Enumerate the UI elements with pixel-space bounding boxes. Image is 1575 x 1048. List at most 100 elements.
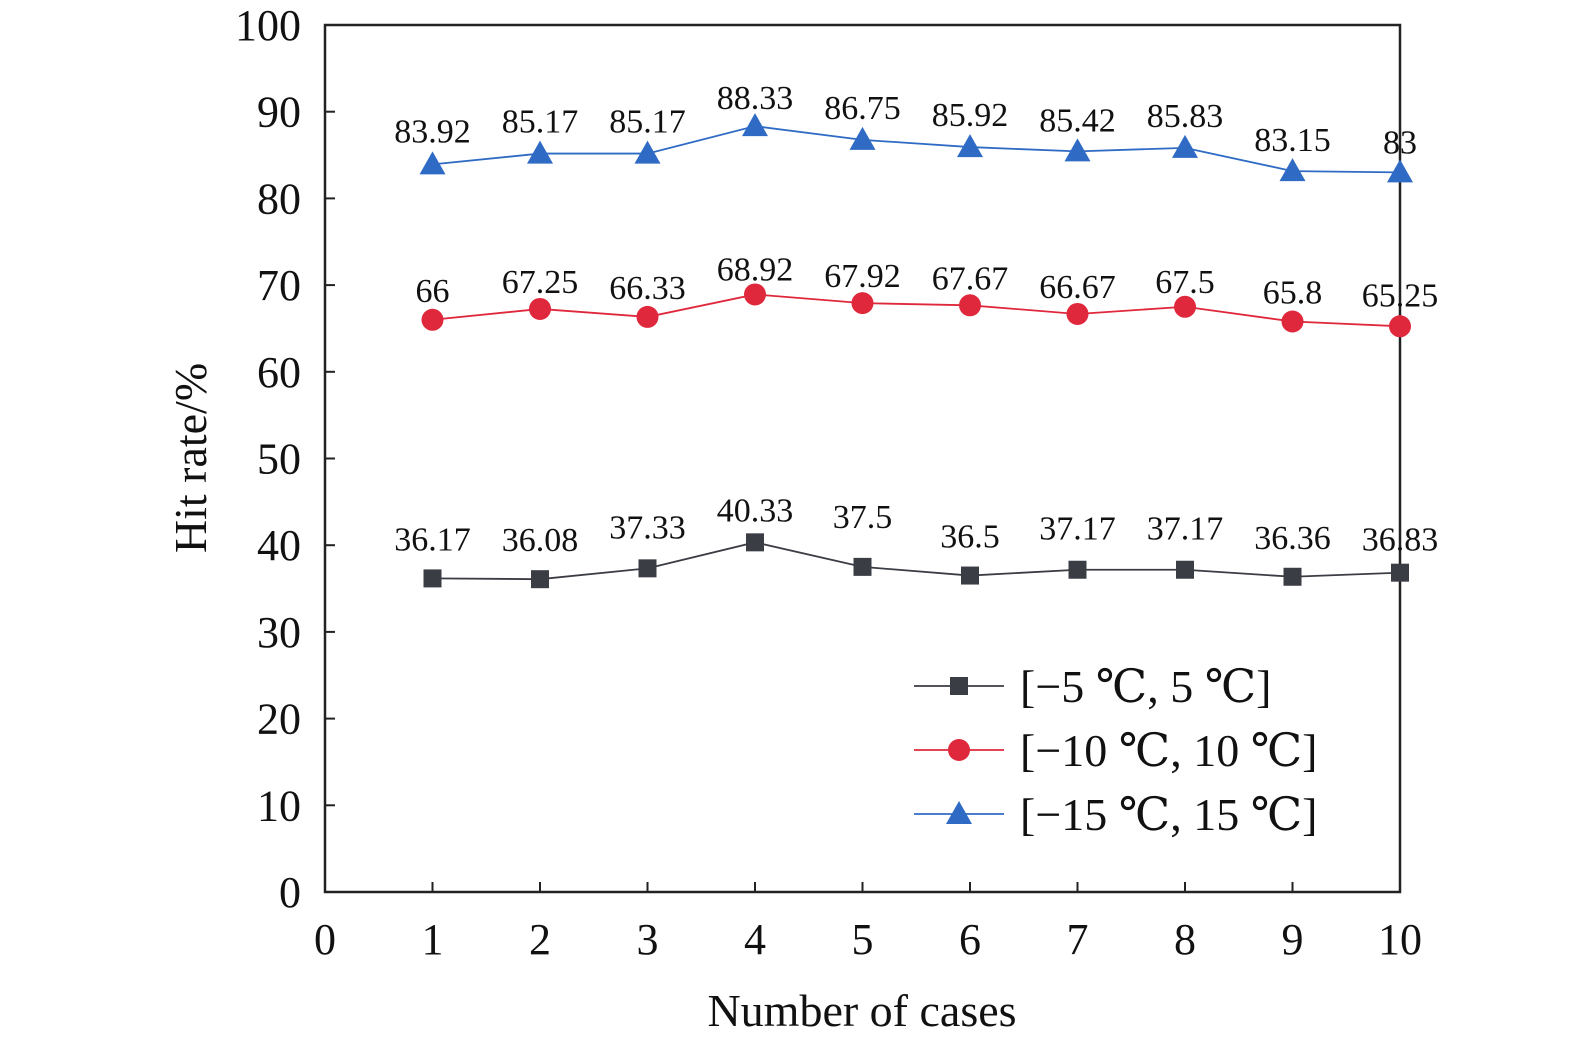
data-point — [1176, 560, 1194, 579]
data-label: 67.67 — [932, 260, 1009, 297]
data-label: 36.36 — [1254, 520, 1331, 557]
y-axis-title: Hit rate/% — [165, 363, 216, 553]
legend-label: [−15 ℃, 15 ℃] — [1020, 789, 1318, 840]
data-label: 68.92 — [717, 251, 794, 288]
series-layer — [419, 113, 1413, 589]
x-tick-label: 6 — [959, 915, 981, 964]
x-tick-label: 7 — [1067, 915, 1089, 964]
data-point — [1387, 159, 1413, 183]
y-tick-label: 80 — [257, 174, 301, 223]
data-label: 83 — [1383, 124, 1417, 161]
x-tick-label: 8 — [1174, 915, 1196, 964]
legend-item: [−10 ℃, 10 ℃] — [914, 725, 1318, 776]
data-label: 67.5 — [1155, 264, 1215, 301]
data-point — [961, 566, 979, 585]
data-point — [419, 151, 446, 175]
data-label: 66 — [416, 273, 450, 310]
data-point — [1391, 563, 1409, 582]
data-label: 36.08 — [502, 522, 579, 559]
data-label: 36.17 — [394, 521, 471, 558]
legend-marker — [950, 677, 968, 695]
y-tick-label: 100 — [235, 1, 301, 50]
series-triangle — [419, 113, 1413, 183]
data-label: 85.92 — [932, 97, 1009, 134]
data-label: 37.17 — [1147, 511, 1224, 548]
data-label: 83.15 — [1254, 122, 1331, 159]
data-label: 36.83 — [1362, 522, 1439, 559]
data-point — [529, 297, 551, 320]
legend-marker — [946, 801, 972, 824]
data-label: 66.67 — [1039, 269, 1116, 306]
data-point — [959, 294, 981, 317]
data-label: 83.92 — [394, 113, 471, 150]
data-point — [636, 305, 659, 328]
x-tick-label: 5 — [852, 915, 874, 964]
data-label: 37.33 — [609, 509, 686, 546]
data-label: 37.17 — [1039, 511, 1116, 548]
data-point — [957, 134, 983, 158]
data-point — [527, 140, 553, 164]
data-point — [746, 533, 764, 552]
data-point — [1068, 560, 1087, 579]
x-tick-label: 9 — [1282, 915, 1304, 964]
data-point — [1279, 158, 1306, 182]
data-label: 40.33 — [717, 492, 794, 529]
y-tick-label: 50 — [257, 435, 301, 484]
data-label: 67.25 — [502, 264, 579, 301]
data-label: 65.8 — [1263, 275, 1323, 312]
data-label: 65.25 — [1362, 277, 1439, 314]
legend-marker — [948, 739, 970, 761]
data-label: 88.33 — [717, 80, 794, 117]
data-point — [423, 569, 442, 588]
series-square — [423, 533, 1409, 589]
data-point — [849, 126, 876, 150]
y-tick-label: 30 — [257, 608, 301, 657]
data-label: 86.75 — [824, 90, 901, 127]
data-label: 37.5 — [833, 499, 893, 536]
y-tick-label: 10 — [257, 781, 301, 830]
data-point — [638, 559, 657, 578]
data-label: 36.5 — [940, 519, 1000, 556]
x-axis-title: Number of cases — [707, 985, 1016, 1036]
legend-item: [−15 ℃, 15 ℃] — [914, 789, 1318, 840]
series-line — [432, 541, 1401, 581]
data-point — [1064, 138, 1091, 162]
y-tick-label: 40 — [257, 521, 301, 570]
y-tick-label: 90 — [257, 88, 301, 137]
y-axis: 0 10 20 30 40 50 60 70 80 90 100 — [235, 1, 335, 917]
data-label: 67.92 — [824, 258, 901, 295]
legend-item: [−5 ℃, 5 ℃] — [914, 661, 1272, 712]
data-label: 85.42 — [1039, 102, 1116, 139]
y-tick-label: 60 — [257, 348, 301, 397]
x-axis: 0 1 2 3 4 5 6 7 8 9 10 — [314, 882, 1422, 964]
data-point — [421, 308, 444, 331]
x-tick-label: 1 — [422, 915, 444, 964]
data-point — [742, 113, 768, 137]
data-point — [853, 557, 872, 576]
legend-label: [−5 ℃, 5 ℃] — [1020, 661, 1272, 712]
data-label: 85.17 — [609, 104, 686, 141]
x-tick-label: 2 — [529, 915, 551, 964]
y-tick-label: 20 — [257, 695, 301, 744]
data-point — [1174, 295, 1196, 318]
data-point — [1066, 302, 1089, 325]
series-circle — [421, 283, 1411, 338]
series-line — [432, 293, 1401, 328]
y-tick-label: 70 — [257, 261, 301, 310]
data-point — [1283, 567, 1302, 586]
data-point — [531, 570, 549, 589]
legend-label: [−10 ℃, 10 ℃] — [1020, 725, 1318, 776]
data-label: 85.17 — [502, 104, 579, 141]
data-point — [634, 140, 661, 164]
x-tick-label: 10 — [1378, 915, 1422, 964]
x-tick-label: 3 — [637, 915, 659, 964]
x-tick-label: 0 — [314, 915, 336, 964]
data-point — [1172, 134, 1198, 158]
data-point — [1281, 310, 1304, 333]
data-labels: 36.17 36.08 37.33 40.33 37.5 36.5 37.17 37.17 36… — [394, 80, 1438, 559]
data-point — [744, 283, 766, 306]
data-label: 66.33 — [609, 270, 686, 307]
data-point — [851, 292, 874, 315]
